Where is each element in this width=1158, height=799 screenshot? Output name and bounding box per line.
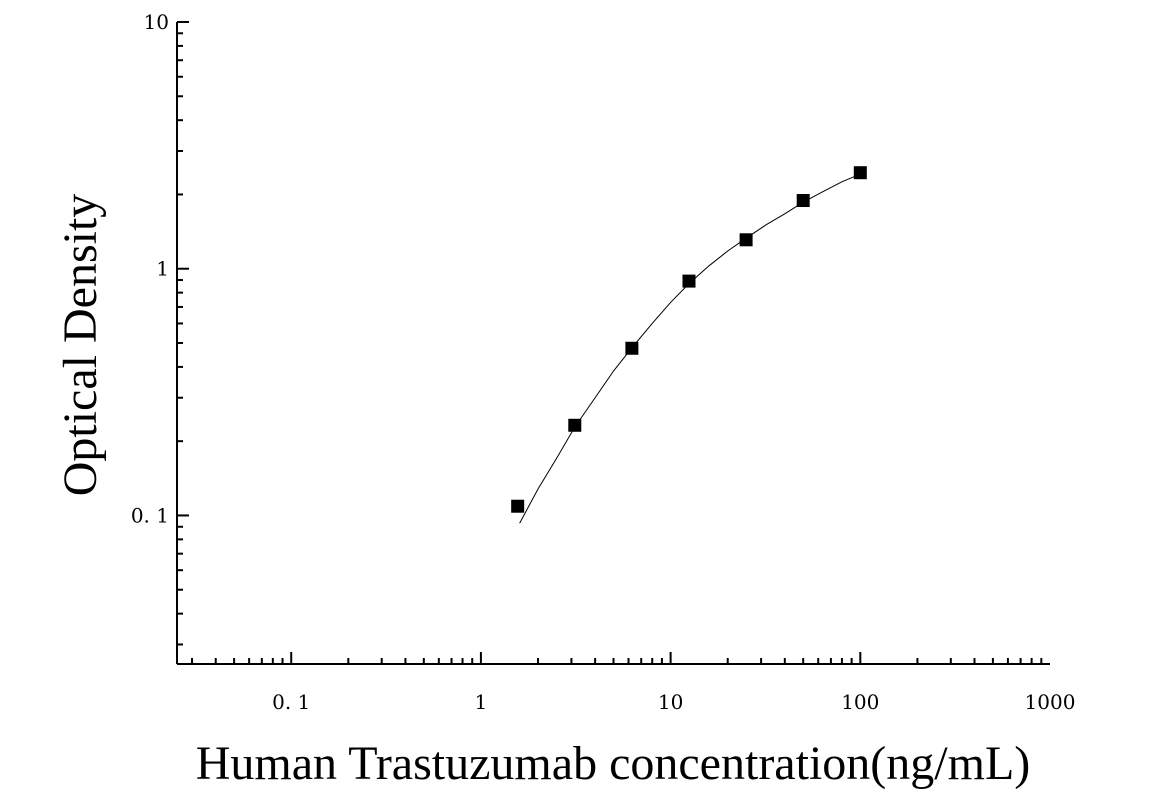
- x-tick-label: 1: [475, 690, 488, 714]
- axes: [176, 22, 1050, 665]
- y-ticks: [177, 21, 189, 646]
- x-tick-label: 100: [841, 690, 879, 714]
- y-axis-title: Optical Density: [54, 194, 107, 497]
- fit-curve: [519, 173, 861, 524]
- data-point: [625, 341, 639, 355]
- data-point: [568, 418, 582, 432]
- y-tick-label: 0. 1: [131, 503, 169, 527]
- y-tick-label: 1: [156, 257, 169, 281]
- x-tick-label: 10: [658, 690, 683, 714]
- x-axis-title: Human Trastuzumab concentration(ng/mL): [196, 737, 1031, 790]
- x-tick-labels: 0. 1 1 10 100 1000: [272, 690, 1075, 714]
- y-tick-labels: 0. 1 1 10: [131, 10, 169, 527]
- data-point: [682, 274, 696, 288]
- y-tick-label: 10: [144, 10, 169, 34]
- x-ticks: [191, 652, 1043, 664]
- data-point: [796, 194, 810, 208]
- data-markers: [511, 166, 867, 513]
- data-point: [739, 233, 753, 247]
- x-tick-label: 0. 1: [272, 690, 310, 714]
- x-tick-label: 1000: [1025, 690, 1076, 714]
- data-point: [853, 166, 867, 180]
- data-point: [511, 499, 525, 513]
